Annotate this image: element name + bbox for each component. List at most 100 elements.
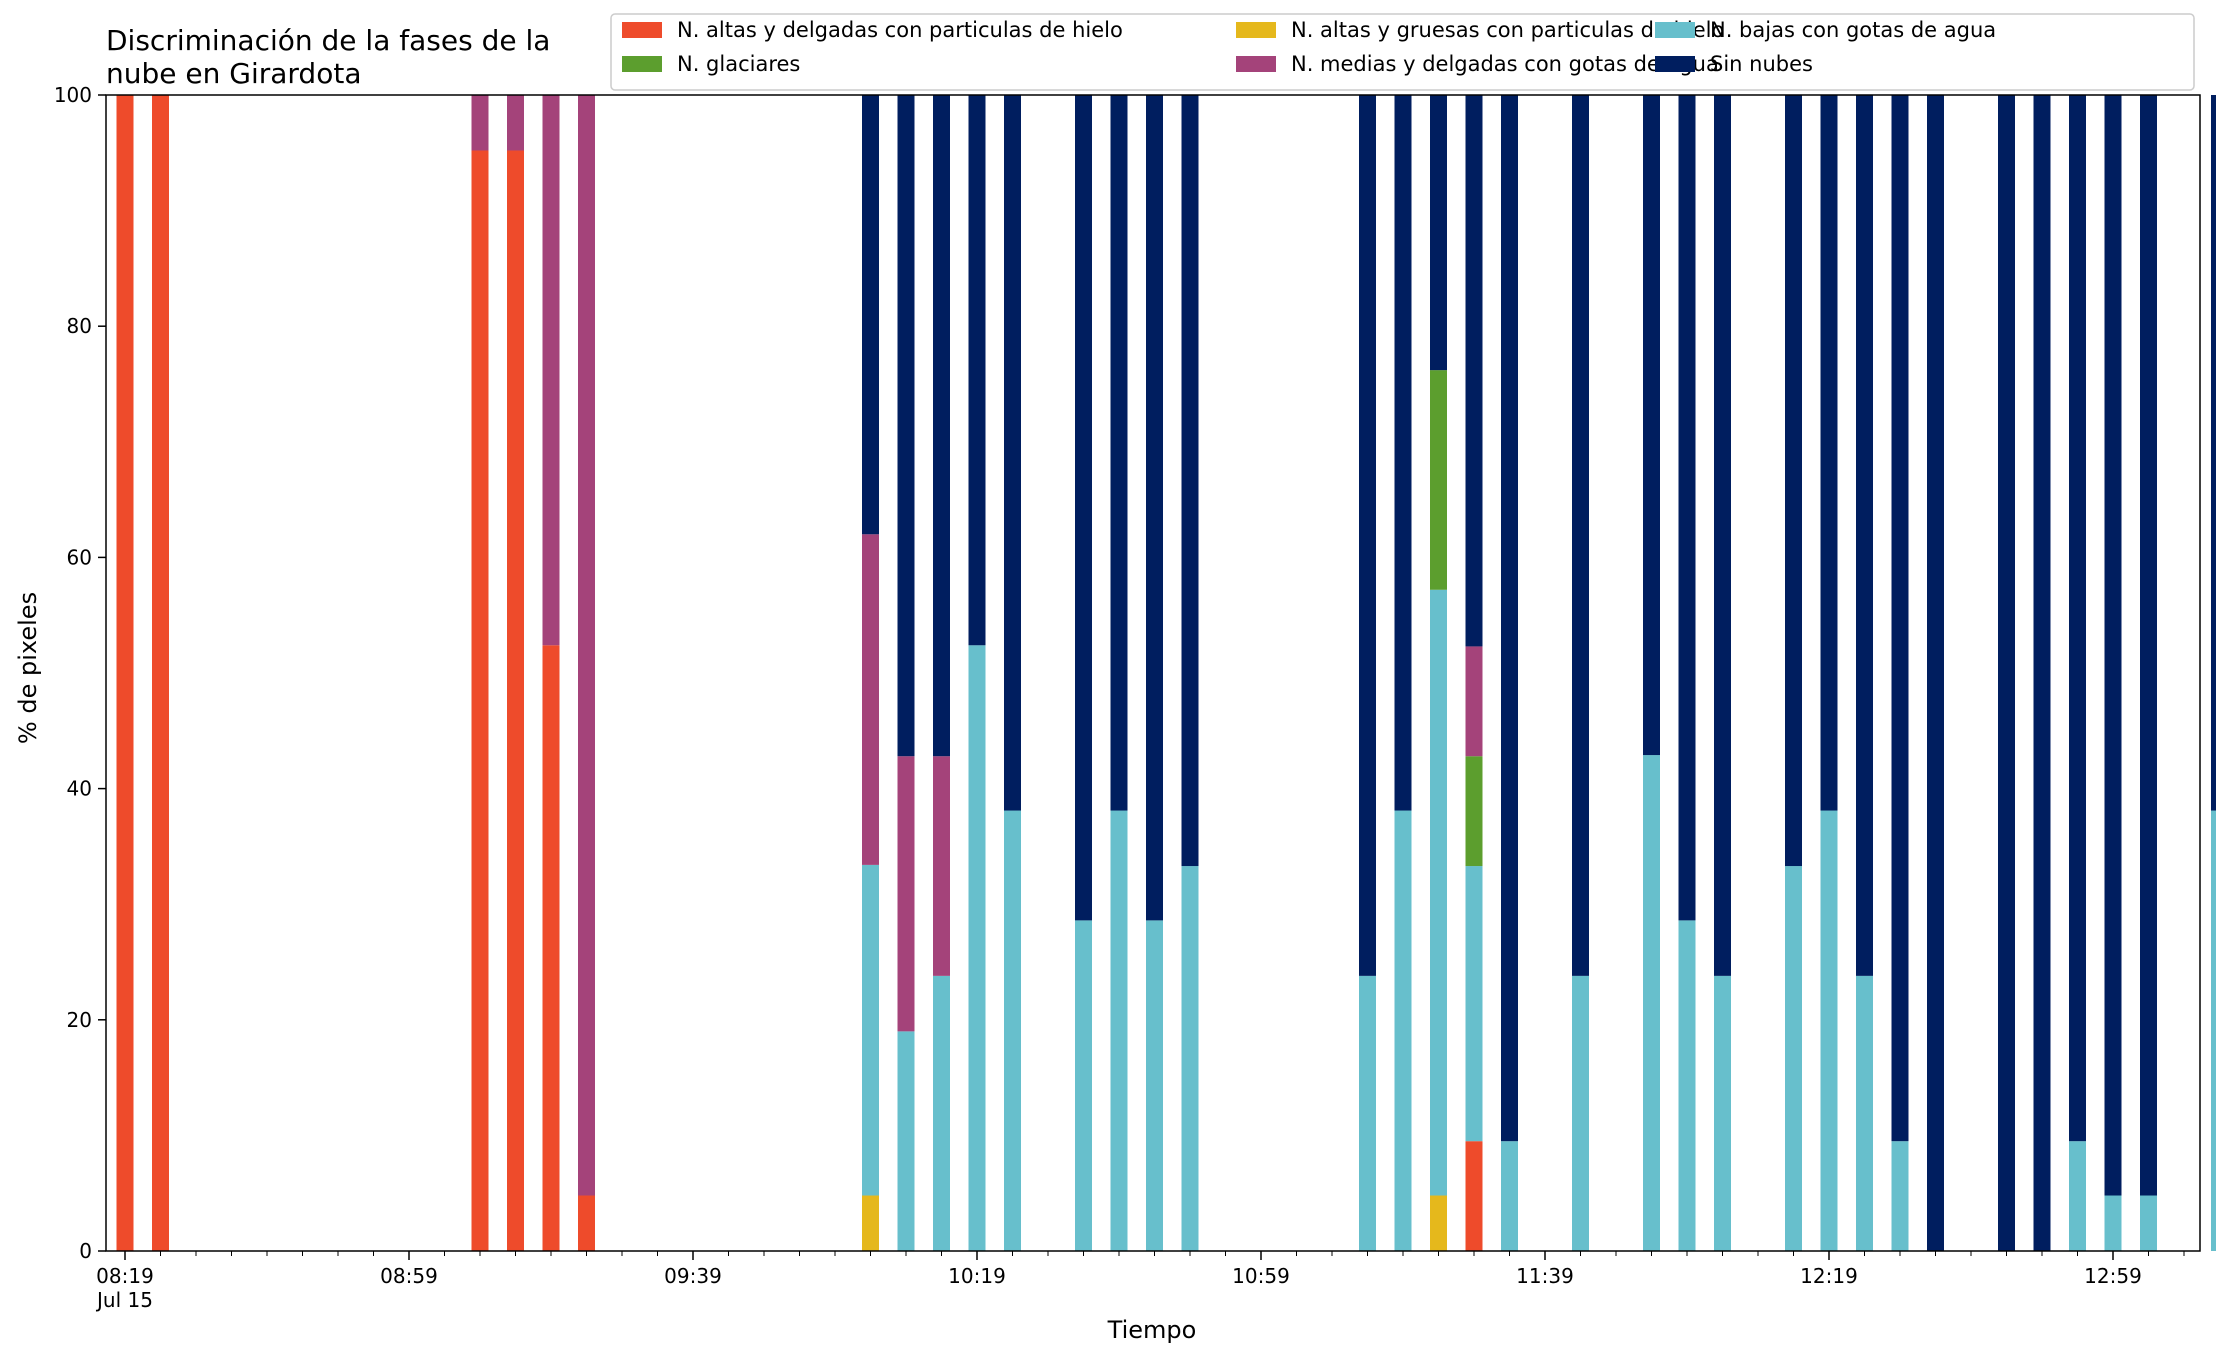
legend-swatch	[622, 22, 662, 38]
bar-segment	[1643, 755, 1660, 1251]
chart-title-line: nube en Girardota	[106, 57, 361, 90]
bar-segment	[507, 150, 524, 1252]
bar-segment	[1430, 589, 1447, 1196]
bar-segment	[862, 1195, 879, 1251]
bar-segment	[1465, 756, 1483, 867]
bar-segment	[2104, 1195, 2122, 1251]
bar-segment	[1465, 866, 1483, 1142]
bar-segment	[2033, 95, 2051, 1251]
legend-swatch	[622, 56, 662, 72]
bar-segment	[116, 95, 134, 1251]
bar-segment	[1856, 95, 1873, 976]
bar-segment	[1465, 1141, 1483, 1251]
x-tick-label: 08:19	[96, 1264, 154, 1288]
bar-segment	[542, 95, 560, 646]
bar-segment	[1359, 975, 1376, 1251]
bar-segment	[1785, 95, 1802, 867]
x-tick-label: 11:39	[1516, 1264, 1574, 1288]
x-axis-label: Tiempo	[1107, 1316, 1197, 1344]
bar-segment	[1572, 975, 1589, 1251]
x-tick-label: 12:19	[1800, 1264, 1858, 1288]
bar-segment	[2140, 1195, 2157, 1251]
bar-segment	[2069, 95, 2086, 1142]
bar-segment	[1714, 95, 1731, 976]
bar-segment	[1004, 95, 1021, 811]
bar-segment	[1785, 866, 1802, 1251]
legend: N. altas y delgadas con particulas de hi…	[610, 13, 2195, 91]
bar-segment	[1394, 95, 1412, 811]
x-tick-label: 09:39	[664, 1264, 722, 1288]
bar-segment	[471, 150, 489, 1252]
bar-segment	[1181, 95, 1199, 867]
bar-segment	[1856, 975, 1873, 1251]
legend-label: N. medias y delgadas con gotas de agua	[1291, 52, 1719, 76]
legend-label: N. altas y gruesas con particulas de hie…	[1291, 18, 1724, 42]
legend-box	[610, 13, 2195, 91]
bar-segment	[862, 534, 879, 865]
bar-segment	[1004, 810, 1021, 1251]
y-tick-label: 40	[67, 777, 92, 801]
chart-title-line: Discriminación de la fases de la	[106, 24, 550, 57]
bar-segment	[968, 645, 986, 1251]
bar-segment	[1643, 95, 1660, 756]
bar-segment	[1501, 1141, 1518, 1251]
bar-segment	[1394, 810, 1412, 1251]
bar-segment	[1110, 95, 1128, 811]
bar-segment	[1714, 975, 1731, 1251]
bar-segment	[1678, 95, 1696, 921]
bar-segment	[578, 95, 595, 1196]
bar-segment	[1678, 920, 1696, 1251]
bar-segment	[1572, 95, 1589, 976]
bar-segment	[1927, 95, 1944, 1251]
bar-segment	[1891, 1141, 1909, 1251]
bar-segment	[933, 95, 950, 757]
bar-segment	[862, 864, 879, 1196]
bar-segment	[1465, 646, 1483, 757]
legend-swatch	[1655, 56, 1695, 72]
legend-label: N. bajas con gotas de agua	[1710, 18, 1996, 42]
legend-swatch	[1236, 56, 1276, 72]
bar-segment	[2069, 1141, 2086, 1251]
bar-segment	[1181, 866, 1199, 1251]
bar-segment	[2104, 95, 2122, 1196]
bar-segment	[542, 645, 560, 1251]
plot-frame	[105, 94, 2201, 1252]
bar-segment	[2211, 95, 2216, 811]
legend-label: N. glaciares	[677, 52, 800, 76]
x-tick-label: 10:19	[948, 1264, 1006, 1288]
x-tick-sublabel: Jul 15	[95, 1288, 153, 1312]
bar-segment	[1075, 920, 1092, 1251]
bar-segment	[1146, 920, 1163, 1251]
bar-segment	[507, 95, 524, 151]
legend-swatch	[1236, 22, 1276, 38]
bar-segment	[1146, 95, 1163, 921]
y-tick-label: 0	[79, 1239, 92, 1263]
bar-segment	[1891, 95, 1909, 1142]
bar-segment	[1110, 810, 1128, 1251]
bar-segment	[1075, 95, 1092, 921]
bars-group	[116, 95, 2216, 1252]
bar-segment	[1465, 95, 1483, 647]
bar-segment	[2140, 95, 2157, 1196]
bar-segment	[1430, 95, 1447, 371]
bar-segment	[897, 95, 915, 757]
bar-segment	[862, 95, 879, 535]
bar-segment	[1501, 95, 1518, 1142]
bar-segment	[152, 95, 169, 1251]
bar-segment	[1359, 95, 1376, 976]
bar-segment	[2211, 810, 2216, 1251]
bar-segment	[933, 756, 950, 976]
bar-segment	[1820, 95, 1838, 811]
bar-segment	[1820, 810, 1838, 1251]
x-tick-label: 10:59	[1232, 1264, 1290, 1288]
bar-segment	[1998, 95, 2015, 1251]
chart-title: Discriminación de la fases de la nube en …	[106, 24, 550, 90]
bar-segment	[471, 95, 489, 151]
bar-segment	[968, 95, 986, 646]
y-tick-label: 60	[67, 545, 92, 569]
legend-label: Sin nubes	[1710, 52, 1813, 76]
x-tick-label: 08:59	[380, 1264, 438, 1288]
y-tick-label: 20	[67, 1008, 92, 1032]
